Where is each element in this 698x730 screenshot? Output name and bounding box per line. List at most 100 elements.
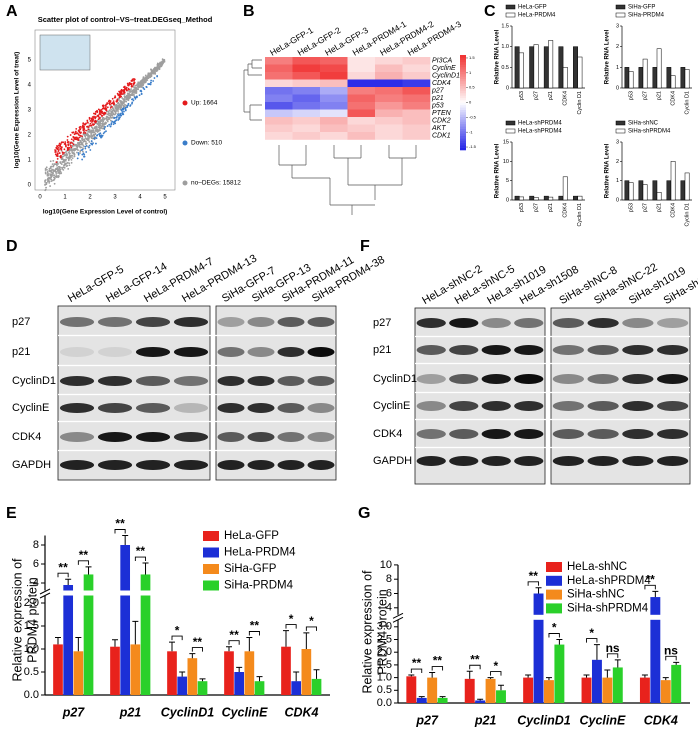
bar [416,697,427,703]
bar [577,56,583,89]
point [120,105,123,107]
row-label: CDK1 [432,133,451,140]
point [110,116,113,119]
point [72,136,75,139]
point [44,169,47,171]
point [100,134,103,137]
point [101,112,104,115]
point [131,102,133,105]
blot-band [656,401,689,411]
blot-band [416,401,446,411]
blot-band [247,432,275,442]
bar [427,677,438,703]
x-tick-label: p53 [519,91,525,100]
colorbar-step [460,76,466,80]
legend-label: no–DEGs: 15812 [191,180,241,187]
point [80,141,83,144]
error-bar [429,672,436,678]
heatmap-cell [320,87,348,95]
point [48,181,51,184]
error-bar [111,639,118,647]
y-tick-label: 1 [616,65,619,71]
error-bar [556,639,563,645]
bar [73,651,84,695]
point [139,85,142,88]
point [89,124,91,127]
point [126,106,129,108]
blot-band [514,429,544,439]
point [48,173,50,175]
heatmap-cell [347,109,376,118]
point [88,146,90,149]
point [58,169,60,172]
point [76,157,79,160]
x-tick-label: Cyclin D1 [577,203,583,227]
bar [496,690,506,703]
point [61,153,64,155]
legend-marker [182,140,188,146]
point [90,136,93,139]
significance-bracket [285,624,297,629]
point [150,79,153,82]
blot-band [307,376,335,386]
heatmap-cell [292,57,321,65]
heatmap-cell [375,102,403,110]
panel-label: F [360,238,370,255]
point [107,110,110,113]
point [68,157,71,160]
point [133,78,135,80]
point [70,138,73,141]
point [123,93,126,96]
heatmap-cell [375,117,403,125]
significance-bracket [114,529,126,534]
blot-band [135,403,171,413]
point [50,178,53,181]
point [125,104,128,107]
point [95,137,98,140]
bar [187,658,198,695]
point [85,129,88,132]
blot-band [247,317,275,327]
bar [523,677,534,703]
point [121,93,124,95]
point [82,125,85,128]
heatmap-cell [265,87,293,95]
blot-band [449,345,479,355]
blot-band [59,432,95,442]
colorbar-step [460,128,466,132]
point [150,81,152,84]
point [152,70,155,73]
point [49,160,52,163]
point [144,74,147,77]
point [110,102,113,105]
colorbar-step [460,140,466,144]
point [109,106,112,109]
significance-bracket [644,584,656,590]
point [133,89,136,92]
point [55,176,58,179]
point [44,188,47,191]
bar [558,195,564,201]
point [46,172,49,174]
blot-band [656,345,689,355]
point [85,138,88,140]
point [56,145,59,148]
bar [670,75,676,89]
significance-label: * [552,621,557,635]
point [107,100,110,103]
point [106,115,108,118]
error-bar [225,646,232,652]
point [101,124,103,127]
blot-band [416,429,446,439]
point [70,161,73,164]
heatmap-cell [292,79,321,88]
significance-label: ** [250,619,260,633]
heatmap-cell [402,79,431,88]
point [153,77,156,79]
heatmap-cell [375,57,403,65]
heatmap-cell [292,102,321,110]
point [99,121,102,123]
point [158,65,161,68]
point [101,134,104,137]
point [94,130,97,132]
